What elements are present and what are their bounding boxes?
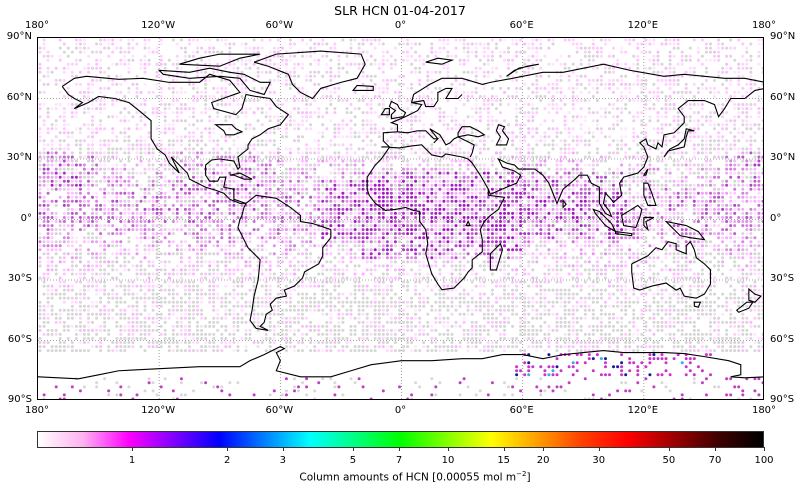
lat-label-right: 60°N — [770, 91, 796, 103]
lat-label-left: 60°S — [7, 333, 32, 345]
lon-label-top: 120°E — [627, 20, 659, 31]
coastlines — [38, 50, 763, 380]
lon-label-bottom: 60°E — [509, 405, 534, 416]
colorbar — [37, 431, 764, 448]
colorbar-tick-label: 1 — [128, 455, 136, 466]
colorbar-label: Column amounts of HCN [0.00055 mol m−2] — [299, 470, 531, 484]
lat-label-right: 0° — [770, 212, 782, 224]
colorbar-tick-label: 15 — [497, 455, 511, 466]
colorbar-tick-mark — [543, 447, 545, 451]
colorbar-tick-mark — [668, 447, 670, 451]
colorbar-tick-label: 30 — [592, 455, 606, 466]
colorbar-tick-label: 5 — [349, 455, 357, 466]
lon-label-bottom: 120°W — [141, 405, 176, 416]
colorbar-tick-label: 2 — [224, 455, 231, 466]
lon-label-bottom: 120°E — [627, 405, 659, 416]
colorbar-tick-label: 3 — [279, 455, 287, 466]
colorbar-tick-label: 50 — [662, 455, 676, 466]
colorbar-tick-mark — [399, 447, 401, 451]
colorbar-tick-mark — [282, 447, 284, 451]
lat-label-right: 90°N — [770, 31, 796, 42]
lat-label-right: 90°S — [770, 394, 795, 405]
lon-label-bottom: 0° — [394, 405, 407, 416]
colorbar-tick-mark — [132, 447, 134, 451]
lon-label-bottom: 180° — [24, 405, 50, 416]
colorbar-tick-label: 70 — [708, 455, 722, 466]
lat-label-left: 60°N — [6, 91, 32, 103]
colorbar-tick-label: 20 — [536, 455, 550, 466]
lat-label-right: 30°S — [770, 273, 795, 284]
colorbar-tick-mark — [598, 447, 600, 451]
colorbar-tick-label: 10 — [441, 455, 455, 466]
lat-label-right: 60°S — [770, 333, 795, 345]
lon-label-top: 60°E — [509, 20, 534, 31]
lon-label-top: 0° — [394, 20, 407, 31]
map-title: SLR HCN 01-04-2017 — [334, 3, 466, 18]
colorbar-tick-mark — [503, 447, 505, 451]
lon-label-bottom: 60°W — [265, 405, 294, 416]
lon-label-top: 180° — [751, 20, 777, 31]
colorbar-tick-mark — [352, 447, 354, 451]
colorbar-tick-mark — [227, 447, 229, 451]
lon-label-top: 120°W — [141, 20, 176, 31]
lon-label-bottom: 180° — [751, 405, 777, 416]
map-plot-area — [37, 37, 764, 400]
colorbar-tick-mark — [448, 447, 450, 451]
graticule — [38, 38, 763, 399]
colorbar-tick-label: 100 — [754, 455, 774, 466]
lat-label-right: 30°N — [770, 152, 796, 163]
colorbar-tick-label: 7 — [395, 455, 403, 466]
lon-label-top: 180° — [24, 20, 50, 31]
lat-label-left: 30°N — [6, 152, 32, 163]
lon-label-top: 60°W — [265, 20, 294, 31]
lat-label-left: 0° — [20, 212, 32, 224]
colorbar-tick-mark — [715, 447, 717, 451]
lat-label-left: 90°N — [6, 31, 32, 42]
lat-label-left: 90°S — [7, 394, 32, 405]
colorbar-tick-mark — [764, 447, 765, 451]
lat-label-left: 30°S — [7, 273, 32, 284]
